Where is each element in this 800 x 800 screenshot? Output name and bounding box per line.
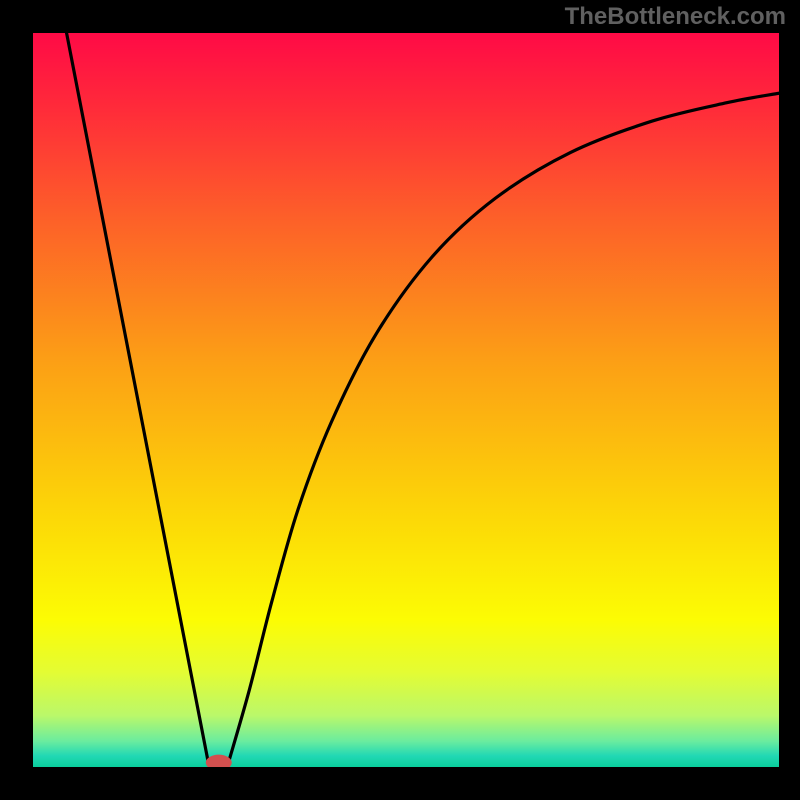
watermark-text: TheBottleneck.com <box>565 3 786 31</box>
gradient-background <box>33 33 779 767</box>
chart-container: TheBottleneck.com <box>0 0 800 800</box>
plot-svg <box>33 33 779 767</box>
